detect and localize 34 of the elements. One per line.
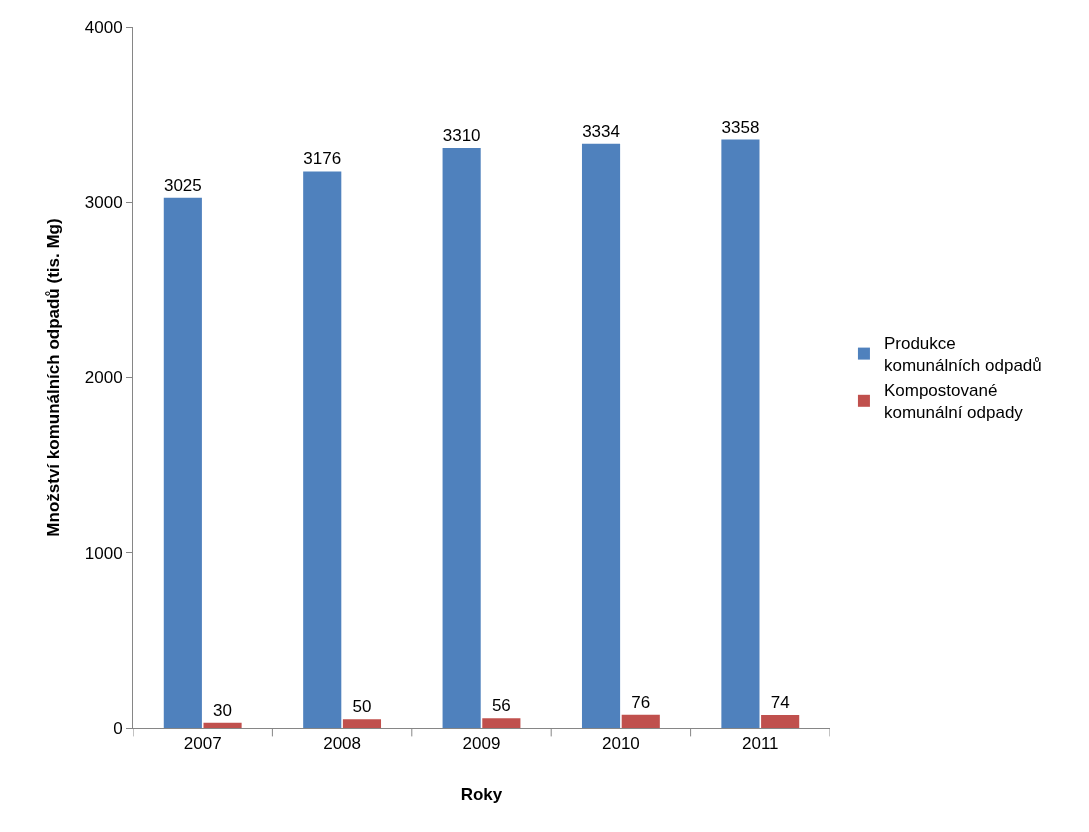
- data-label: 76: [631, 692, 651, 712]
- y-tick-label: 3000: [84, 193, 123, 213]
- x-tick-label: 2011: [742, 734, 779, 754]
- bar: [721, 139, 760, 728]
- data-label: 3310: [442, 125, 481, 145]
- bar: [163, 197, 202, 728]
- bar: [442, 147, 481, 728]
- x-axis-title: Roky: [460, 784, 503, 804]
- bar: [761, 715, 800, 728]
- data-label: 3025: [163, 175, 202, 195]
- x-tick-label: 2008: [323, 734, 362, 754]
- x-tick-label: 2009: [462, 734, 501, 754]
- x-tick-label: 2007: [183, 734, 222, 754]
- data-label: 3176: [303, 149, 342, 169]
- bar: [621, 714, 660, 728]
- data-label: 56: [491, 696, 511, 716]
- data-label: 30: [213, 700, 233, 720]
- y-tick-label: 2000: [84, 368, 123, 388]
- y-tick-label: 1000: [84, 543, 123, 563]
- y-axis-title: Množství komunálních odpadů (tis. Mg): [44, 218, 64, 537]
- bar: [342, 719, 382, 728]
- bar: [303, 171, 342, 728]
- data-label: 3358: [721, 117, 760, 137]
- x-tick-label: 2010: [601, 734, 640, 754]
- legend-label: Produkce komunálních odpadů: [883, 334, 1042, 376]
- data-label: 50: [352, 697, 372, 717]
- data-label: 74: [770, 693, 790, 713]
- legend-label: Kompostované komunální odpady: [883, 381, 1024, 423]
- bar: [482, 718, 521, 728]
- y-tick-label: 0: [113, 718, 123, 738]
- bar: [203, 722, 242, 728]
- data-label: 3334: [582, 121, 620, 141]
- y-tick-label: 4000: [84, 17, 123, 37]
- bar: [581, 143, 621, 728]
